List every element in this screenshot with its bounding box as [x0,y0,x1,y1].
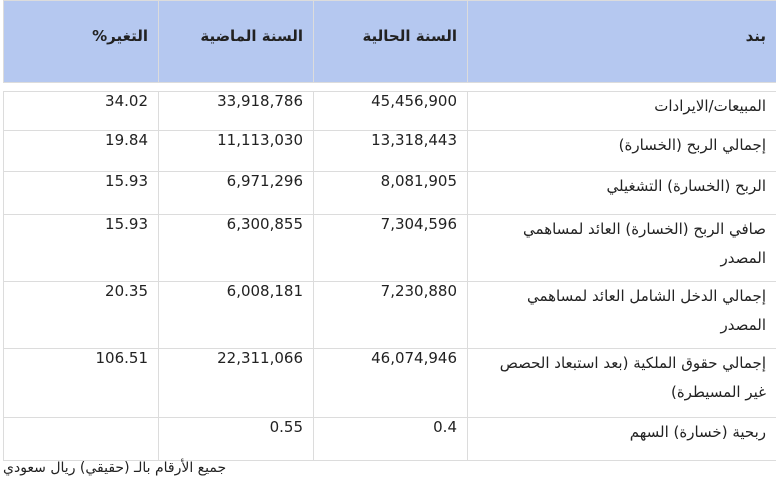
table-row: ربحية (خسارة) السهم 0.4 0.55 [3,417,776,461]
header-change-percent: التغير% [3,0,159,83]
table-row: إجمالي الربح (الخسارة) 13,318,443 11,113… [3,130,776,172]
row-item-label: المبيعات/الايرادات [467,91,776,131]
row-item-label: إجمالي حقوق الملكية (بعد استبعاد الحصص غ… [467,348,776,418]
table-row: الربح (الخسارة) التشغيلي 8,081,905 6,971… [3,171,776,215]
row-change-value: 19.84 [3,130,159,172]
row-current-value: 0.4 [313,417,468,461]
table-row: إجمالي حقوق الملكية (بعد استبعاد الحصص غ… [3,348,776,418]
row-current-value: 7,230,880 [313,281,468,349]
row-current-value: 46,074,946 [313,348,468,418]
row-item-label: إجمالي الدخل الشامل العائد لمساهمي المصد… [467,281,776,349]
row-item-label: صافي الربح (الخسارة) العائد لمساهمي المص… [467,214,776,282]
row-previous-value: 0.55 [158,417,314,461]
table-row: المبيعات/الايرادات 45,456,900 33,918,786… [3,91,776,131]
row-change-value: 15.93 [3,171,159,215]
row-previous-value: 6,008,181 [158,281,314,349]
spacer-row [3,82,776,92]
row-current-value: 13,318,443 [313,130,468,172]
row-change-value: 106.51 [3,348,159,418]
currency-footnote: جميع الأرقام بالـ (حقيقي) ريال سعودي [3,460,227,476]
row-current-value: 7,304,596 [313,214,468,282]
row-previous-value: 6,971,296 [158,171,314,215]
row-change-value: 15.93 [3,214,159,282]
table-header-row: بند السنة الحالية السنة الماضية التغير% [3,0,776,83]
row-current-value: 8,081,905 [313,171,468,215]
row-change-value: 34.02 [3,91,159,131]
header-item: بند [467,0,776,83]
row-previous-value: 33,918,786 [158,91,314,131]
row-item-label: ربحية (خسارة) السهم [467,417,776,461]
header-previous-year: السنة الماضية [158,0,314,83]
row-previous-value: 6,300,855 [158,214,314,282]
row-change-value: 20.35 [3,281,159,349]
row-previous-value: 22,311,066 [158,348,314,418]
row-change-value [3,417,159,461]
financial-table: بند السنة الحالية السنة الماضية التغير% … [3,0,776,461]
row-item-label: الربح (الخسارة) التشغيلي [467,171,776,215]
table-row: إجمالي الدخل الشامل العائد لمساهمي المصد… [3,281,776,349]
row-item-label: إجمالي الربح (الخسارة) [467,130,776,172]
header-current-year: السنة الحالية [313,0,468,83]
row-current-value: 45,456,900 [313,91,468,131]
table-row: صافي الربح (الخسارة) العائد لمساهمي المص… [3,214,776,282]
row-previous-value: 11,113,030 [158,130,314,172]
